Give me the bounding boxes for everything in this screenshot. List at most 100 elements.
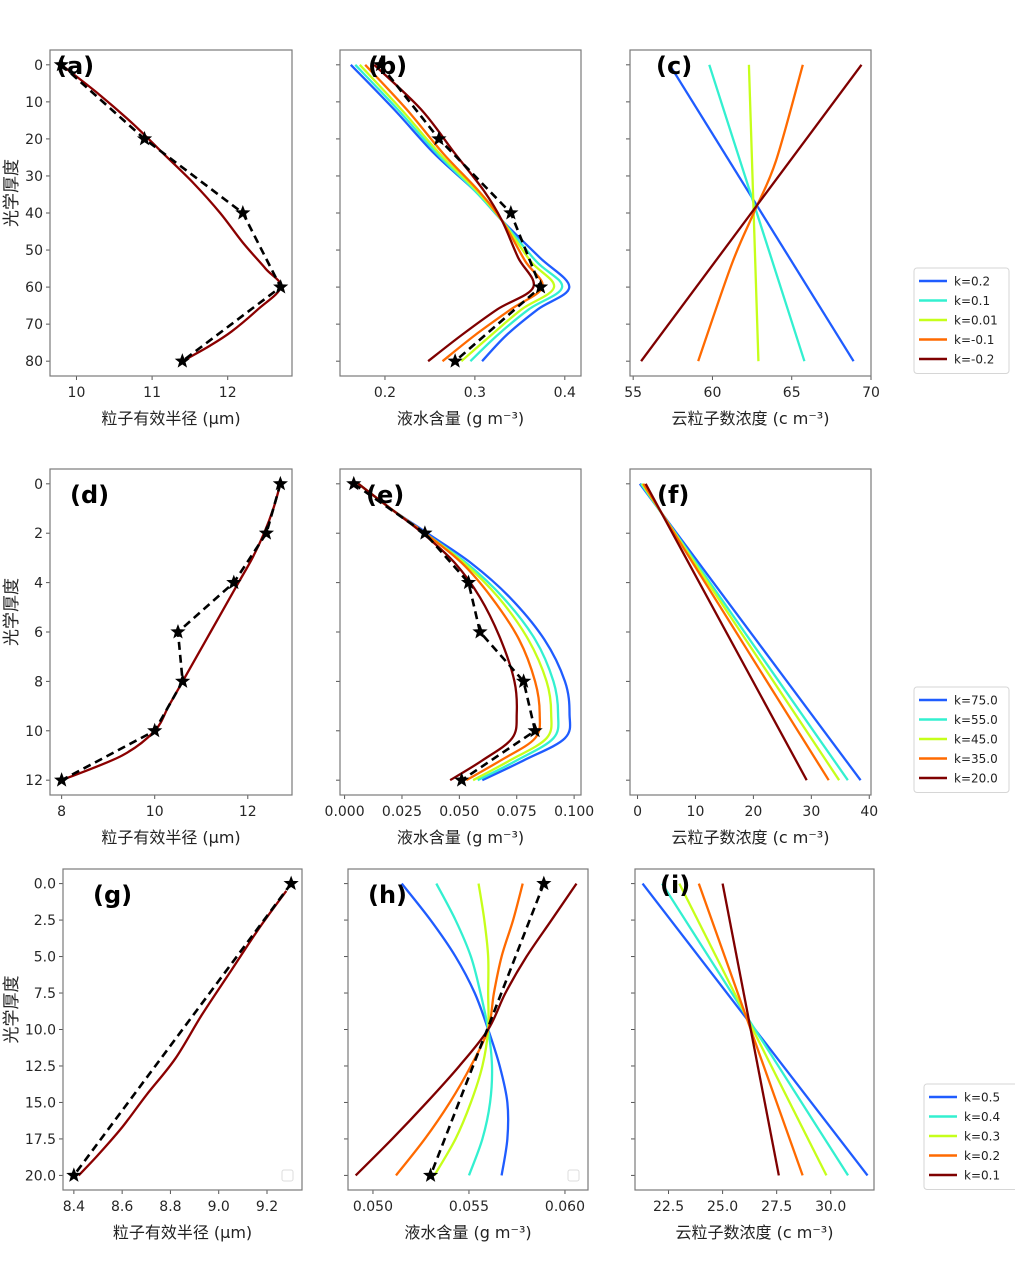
- x-axis-label: 粒子有效半径 (μm): [101, 828, 240, 847]
- star-marker: [503, 205, 519, 220]
- x-tick-label: 10: [146, 804, 164, 820]
- x-tick-label: 55: [624, 385, 642, 401]
- star-marker: [460, 574, 477, 590]
- panel-label: (i): [660, 871, 690, 899]
- subplot-i: 22.5 25.0 27.5 30.0(i)云粒子数浓度 (c m⁻³)k=0.5k=…: [631, 868, 1015, 1242]
- y-tick-label: 12.5: [25, 1059, 56, 1075]
- star-marker: [226, 574, 242, 590]
- subplot-g: 8.4 8.6 8.8 9.0 9.2 0.0 2.5 5.0 7.5 10.0 12.5 15.0 1…: [2, 868, 303, 1242]
- star-marker: [447, 353, 463, 368]
- legend-entry: k=-0.1: [954, 333, 994, 347]
- star-marker: [516, 673, 532, 688]
- panel-label: (a): [56, 52, 94, 80]
- series-line-observed: [353, 482, 537, 782]
- x-tick-label: 0.050: [439, 804, 479, 820]
- star-marker: [147, 722, 163, 738]
- star-marker: [66, 1167, 82, 1182]
- x-tick-label: 10: [687, 804, 705, 820]
- axes-frame: [629, 49, 872, 377]
- legend-frame: [913, 267, 1010, 374]
- axes-frame: [49, 468, 293, 796]
- panel-label: (e): [366, 481, 404, 509]
- y-tick-label: 2: [34, 526, 43, 542]
- x-tick-label: 30.0: [815, 1199, 846, 1215]
- series-line-fit: [77, 890, 288, 1177]
- series-line-fit: [60, 63, 282, 363]
- subplot-c: 55 60 65 70 (c) 云粒子数浓度 (c m⁻³) k=0.2 k=0.1 k=0.0…: [624, 49, 1010, 428]
- x-tick-label: 12: [239, 804, 257, 820]
- y-tick-label: 30: [25, 169, 43, 185]
- star-marker: [235, 205, 251, 220]
- y-tick-label: 15.0: [25, 1095, 56, 1111]
- legend-entry: k=0.1: [954, 294, 990, 308]
- y-tick-label: 8: [34, 674, 43, 690]
- x-tick-label: 65: [783, 385, 801, 401]
- star-marker: [472, 624, 488, 639]
- x-axis-label: 云粒子数浓度 (c m⁻³): [672, 409, 830, 428]
- star-marker: [53, 56, 69, 72]
- plot-area: [640, 64, 863, 362]
- x-tick-label: 0.000: [325, 804, 365, 820]
- axes-frame: [634, 868, 875, 1191]
- y-tick-label: 20.0: [25, 1168, 56, 1184]
- panel-label: (f): [657, 481, 689, 509]
- series-line-k0_3: [678, 883, 828, 1176]
- series-line-k35_0: [642, 483, 830, 781]
- y-tick-label: 10: [25, 95, 43, 111]
- legend-entry: k=20.0: [954, 772, 998, 786]
- star-marker: [136, 130, 153, 146]
- star-marker: [372, 56, 389, 72]
- legend-entry: k=0.2: [964, 1149, 1000, 1163]
- plot-area: [354, 882, 578, 1177]
- x-tick-label: 0.055: [449, 1199, 489, 1215]
- series-line-k-0_1: [697, 64, 804, 362]
- star-marker: [175, 673, 191, 688]
- x-tick-label: 8.6: [111, 1199, 133, 1215]
- plot-area: [638, 483, 862, 781]
- x-tick-label: 27.5: [761, 1199, 792, 1215]
- legend-frame: [913, 686, 1010, 793]
- series-line-k0_2: [668, 64, 855, 362]
- series-line-k0_4: [661, 882, 850, 1177]
- axes-frame: [49, 49, 293, 377]
- y-tick-label: 7.5: [34, 986, 56, 1002]
- star-marker: [527, 722, 543, 738]
- series-line-observed: [72, 882, 293, 1177]
- x-axis-label: 云粒子数浓度 (c m⁻³): [672, 828, 830, 847]
- legend-entry: k=-0.2: [954, 353, 994, 367]
- series-line-k-0_2: [373, 63, 536, 363]
- x-tick-label: 11: [143, 385, 161, 401]
- series-line-k0_1: [708, 64, 806, 362]
- star-marker: [536, 875, 552, 891]
- panel-label: (d): [70, 481, 109, 509]
- legend: k=75.0 k=55.0 k=45.0 k=35.0 k=20.0: [913, 686, 1010, 793]
- x-tick-label: 9.2: [256, 1199, 278, 1215]
- series-line-observed: [379, 64, 542, 363]
- panel-label: (c): [656, 52, 692, 80]
- star-marker: [273, 279, 289, 294]
- y-tick-label: 20: [25, 132, 43, 148]
- y-tick-label: 80: [25, 354, 43, 370]
- legend-entry: k=0.2: [954, 275, 990, 289]
- subplot-b: 0.2 0.3 0.4 (b) 液水含量 (g m⁻³): [336, 49, 582, 428]
- x-axis-label: 粒子有效半径 (μm): [113, 1223, 252, 1242]
- legend-frame: [923, 1083, 1015, 1190]
- panel-label: (h): [368, 881, 407, 909]
- x-tick-label: 0.4: [554, 385, 576, 401]
- star-marker: [174, 353, 190, 368]
- star-marker: [431, 130, 447, 146]
- x-tick-label: 0.050: [353, 1199, 393, 1215]
- y-tick-label: 12: [25, 773, 43, 789]
- plot-area: [349, 63, 571, 363]
- y-tick-label: 0: [34, 58, 43, 74]
- series-line-k45_0: [357, 482, 553, 782]
- star-marker: [170, 624, 186, 639]
- legend-entry: k=0.01: [954, 314, 998, 328]
- y-tick-label: 60: [25, 280, 43, 296]
- x-tick-label: 10: [68, 385, 86, 401]
- series-line-k0_5: [400, 882, 510, 1176]
- subplot-f: 0 10 20 30 40(f)云粒子数浓度 (c m⁻³)k=75.0k=55.0k=…: [626, 468, 1010, 847]
- y-tick-label: 0.0: [34, 877, 56, 893]
- y-tick-label: 0: [34, 477, 43, 493]
